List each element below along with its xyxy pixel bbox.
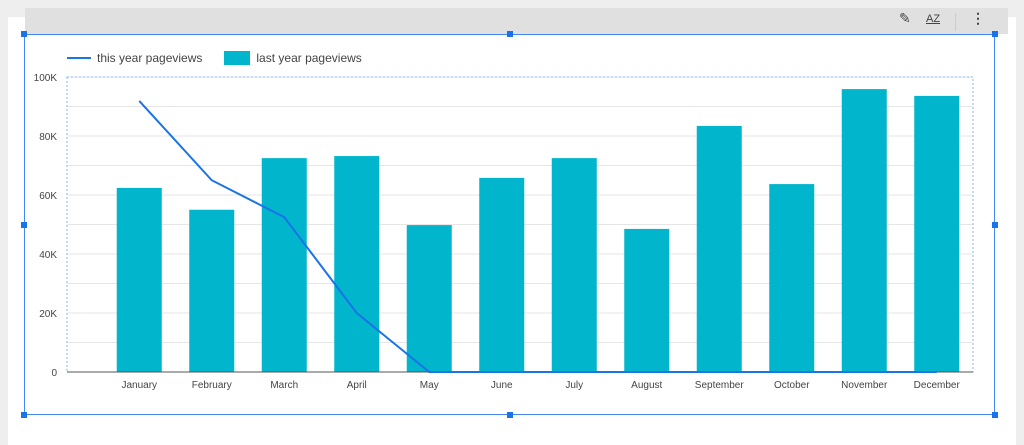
resize-handle[interactable] bbox=[21, 412, 27, 418]
resize-handle[interactable] bbox=[507, 412, 513, 418]
y-tick-label: 0 bbox=[51, 368, 57, 379]
x-tick-label: June bbox=[491, 380, 513, 391]
more-vert-icon[interactable]: ⋮ bbox=[971, 10, 985, 26]
y-tick-label: 100K bbox=[34, 73, 58, 84]
resize-handle[interactable] bbox=[507, 31, 513, 37]
legend-line-swatch bbox=[67, 57, 91, 59]
chart-toolbar bbox=[25, 8, 1008, 34]
sort-az-icon[interactable]: AZ bbox=[926, 13, 941, 25]
resize-handle[interactable] bbox=[992, 412, 998, 418]
line-this-year bbox=[138, 100, 937, 373]
bar-last-year-april bbox=[334, 156, 380, 372]
x-tick-label: February bbox=[192, 380, 232, 391]
toolbar-divider bbox=[955, 13, 956, 31]
legend-label-this-year: this year pageviews bbox=[97, 51, 203, 65]
legend-bar-swatch bbox=[224, 51, 251, 65]
bar-last-year-february bbox=[189, 209, 235, 372]
x-tick-label: October bbox=[774, 380, 810, 391]
x-tick-label: December bbox=[914, 380, 961, 391]
legend-label-last-year: last year pageviews bbox=[256, 51, 362, 65]
x-tick-label: August bbox=[631, 380, 662, 391]
x-tick-label: April bbox=[347, 380, 367, 391]
bar-last-year-july bbox=[551, 158, 597, 372]
y-tick-label: 80K bbox=[39, 132, 57, 143]
pencil-icon[interactable]: ✎ bbox=[899, 10, 911, 26]
chart-legend: this year pageviews last year pageviews bbox=[67, 51, 362, 65]
bar-last-year-january bbox=[116, 187, 162, 372]
x-tick-label: March bbox=[270, 380, 298, 391]
resize-handle[interactable] bbox=[21, 31, 27, 37]
resize-handle[interactable] bbox=[992, 222, 998, 228]
bar-last-year-december bbox=[914, 95, 960, 372]
bar-last-year-october bbox=[769, 184, 815, 372]
y-tick-label: 40K bbox=[39, 250, 57, 261]
x-tick-label: November bbox=[841, 380, 888, 391]
bar-last-year-august bbox=[624, 228, 670, 372]
x-tick-label: September bbox=[695, 380, 745, 391]
bar-last-year-june bbox=[479, 177, 525, 372]
y-tick-label: 60K bbox=[39, 191, 57, 202]
x-tick-label: July bbox=[565, 380, 583, 391]
bar-last-year-march bbox=[261, 158, 307, 372]
bar-last-year-november bbox=[841, 89, 887, 372]
resize-handle[interactable] bbox=[992, 31, 998, 37]
y-tick-label: 20K bbox=[39, 309, 57, 320]
resize-handle[interactable] bbox=[21, 222, 27, 228]
x-tick-label: May bbox=[420, 380, 439, 391]
bar-last-year-may bbox=[406, 225, 452, 372]
bar-last-year-september bbox=[696, 125, 742, 372]
x-tick-label: January bbox=[121, 380, 157, 391]
